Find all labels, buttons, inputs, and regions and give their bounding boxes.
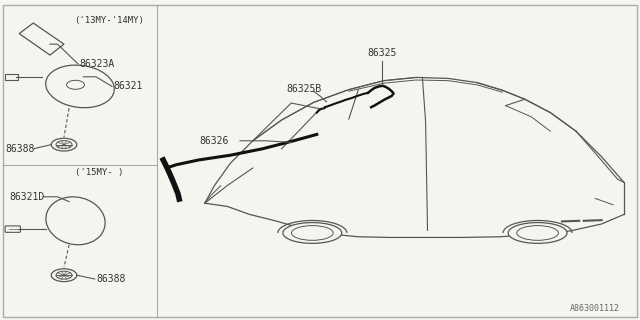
Text: 86321D: 86321D	[9, 192, 44, 202]
Text: 86325B: 86325B	[287, 84, 322, 94]
Text: ('15MY- ): ('15MY- )	[75, 168, 124, 177]
Text: 86325: 86325	[367, 48, 397, 58]
Text: A863001112: A863001112	[570, 304, 620, 313]
Ellipse shape	[283, 223, 342, 244]
Text: 86388: 86388	[5, 144, 35, 154]
Text: 86321: 86321	[113, 81, 143, 92]
Text: 86326: 86326	[200, 136, 229, 146]
Text: ('13MY-'14MY): ('13MY-'14MY)	[74, 16, 144, 25]
Text: 86388: 86388	[96, 274, 125, 284]
Ellipse shape	[508, 223, 567, 244]
Text: 86323A: 86323A	[79, 59, 115, 69]
